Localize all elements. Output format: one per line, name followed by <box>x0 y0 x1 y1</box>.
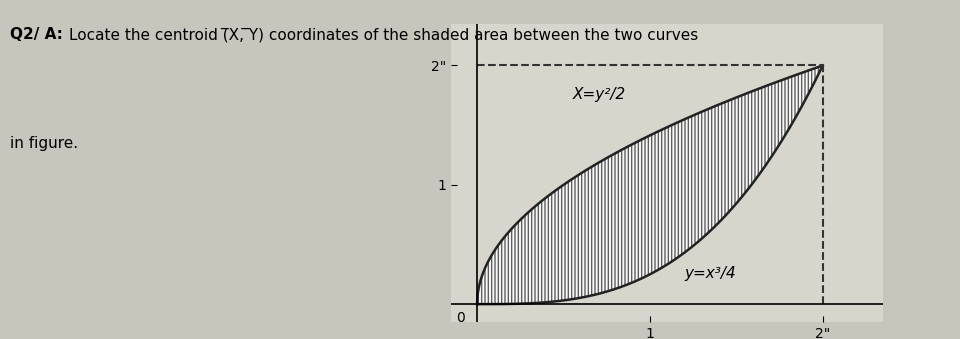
Text: 0: 0 <box>456 311 466 325</box>
Text: in figure.: in figure. <box>10 136 78 151</box>
Text: Locate the centroid (̅X, ̅Y) coordinates of the shaded area between the two curv: Locate the centroid (̅X, ̅Y) coordinates… <box>69 27 698 42</box>
Text: y=x³/4: y=x³/4 <box>684 266 736 281</box>
Text: X=y²/2: X=y²/2 <box>572 87 625 102</box>
Text: Q2/ A:: Q2/ A: <box>10 27 62 42</box>
